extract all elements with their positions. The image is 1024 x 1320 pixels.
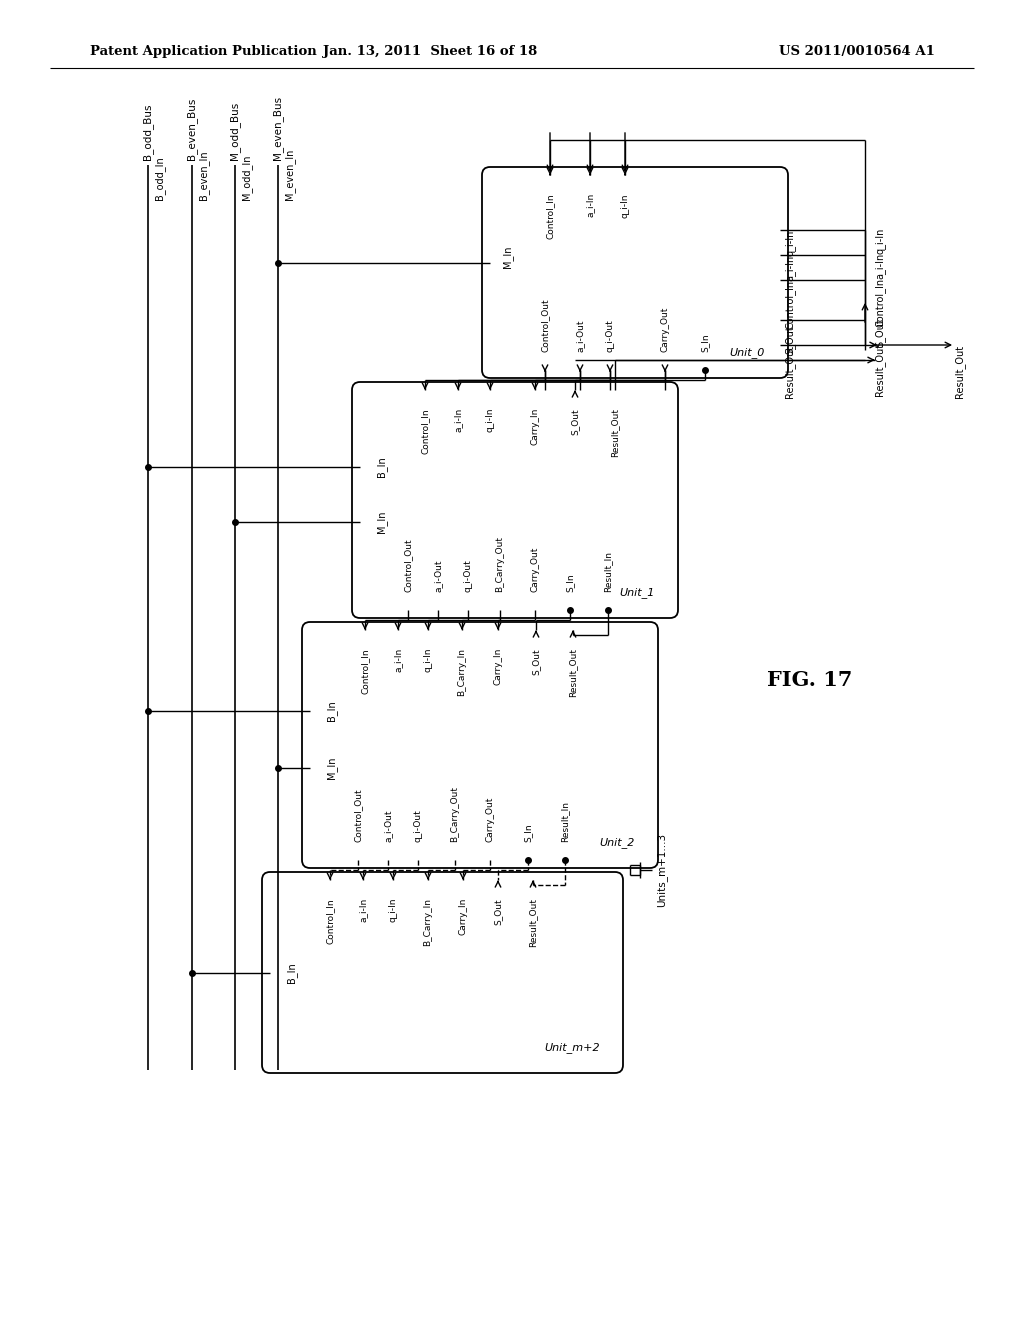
Text: a_i-In: a_i-In <box>358 898 368 923</box>
Text: q_i-Out: q_i-Out <box>605 319 614 352</box>
FancyBboxPatch shape <box>482 168 788 378</box>
Text: a_i-In: a_i-In <box>586 193 595 218</box>
Text: Unit_1: Unit_1 <box>620 587 655 598</box>
Text: M_odd_Bus: M_odd_Bus <box>229 102 241 160</box>
FancyBboxPatch shape <box>262 873 623 1073</box>
Text: M_In: M_In <box>327 756 338 779</box>
Text: B_Carry_In: B_Carry_In <box>424 898 432 946</box>
Text: q_i-In: q_i-In <box>874 228 886 255</box>
Text: Carry_In: Carry_In <box>459 898 468 936</box>
Text: B_Carry_Out: B_Carry_Out <box>496 536 505 591</box>
Text: Carry_In: Carry_In <box>530 408 540 445</box>
Text: S_Out: S_Out <box>874 318 886 347</box>
Text: q_i-In: q_i-In <box>424 648 432 672</box>
Text: FIG. 17: FIG. 17 <box>767 671 853 690</box>
Text: a_i-In: a_i-In <box>784 255 796 281</box>
Text: B_Carry_In: B_Carry_In <box>458 648 467 696</box>
Text: Control_Out: Control_Out <box>541 298 550 352</box>
Text: a_i-Out: a_i-Out <box>575 319 585 352</box>
Text: M_even_Bus: M_even_Bus <box>272 96 284 160</box>
Text: Result_Out: Result_Out <box>874 343 886 396</box>
Text: B_Carry_Out: B_Carry_Out <box>451 785 460 842</box>
Text: Jan. 13, 2011  Sheet 16 of 18: Jan. 13, 2011 Sheet 16 of 18 <box>323 45 538 58</box>
Text: a_i-Out: a_i-Out <box>384 809 392 842</box>
Text: a_i-Out: a_i-Out <box>433 560 442 591</box>
Text: q_i-In: q_i-In <box>621 193 630 218</box>
Text: B_odd_In: B_odd_In <box>155 156 166 201</box>
FancyBboxPatch shape <box>302 622 658 869</box>
Text: S_In: S_In <box>565 573 574 591</box>
Text: S_In: S_In <box>523 824 532 842</box>
Text: q_i-Out: q_i-Out <box>414 809 423 842</box>
Text: S_Out: S_Out <box>494 898 503 924</box>
Text: M_In: M_In <box>377 511 387 533</box>
Text: M_even_In: M_even_In <box>285 149 296 201</box>
Text: Control_In: Control_In <box>874 279 886 327</box>
Text: Control_In: Control_In <box>784 280 796 329</box>
Text: Units_m+1...3: Units_m+1...3 <box>656 833 668 907</box>
Text: Control_In: Control_In <box>360 648 370 693</box>
Text: M_odd_In: M_odd_In <box>242 154 253 201</box>
FancyBboxPatch shape <box>352 381 678 618</box>
Text: Result_In: Result_In <box>560 801 569 842</box>
Text: Control_In: Control_In <box>421 408 429 454</box>
Text: q_i-In: q_i-In <box>485 408 495 433</box>
Text: a_i-In: a_i-In <box>874 253 886 280</box>
Text: Unit_0: Unit_0 <box>730 347 765 358</box>
Text: Carry_Out: Carry_Out <box>530 546 540 591</box>
Text: Result_In: Result_In <box>603 550 612 591</box>
Text: Result_Out: Result_Out <box>568 648 578 697</box>
Text: Carry_Out: Carry_Out <box>660 306 670 352</box>
Text: q_i-Out: q_i-Out <box>464 560 472 591</box>
Text: Result_Out: Result_Out <box>784 345 796 399</box>
Text: Carry_Out: Carry_Out <box>485 797 495 842</box>
Text: US 2011/0010564 A1: US 2011/0010564 A1 <box>779 45 935 58</box>
Text: q_i-In: q_i-In <box>784 230 796 256</box>
Text: Control_Out: Control_Out <box>353 788 362 842</box>
Text: Unit_2: Unit_2 <box>600 837 635 847</box>
Text: a_i-In: a_i-In <box>393 648 402 672</box>
Text: B_even_In: B_even_In <box>199 150 210 201</box>
Text: a_i-In: a_i-In <box>454 408 463 432</box>
Text: Result_Out: Result_Out <box>954 345 966 399</box>
Text: S_Out: S_Out <box>570 408 580 434</box>
Text: Carry_In: Carry_In <box>494 648 503 685</box>
Text: Result_Out: Result_Out <box>610 408 620 457</box>
Text: Control_In: Control_In <box>546 193 555 239</box>
Text: B_In: B_In <box>377 457 387 478</box>
Text: q_i-In: q_i-In <box>388 898 397 923</box>
Text: S_In: S_In <box>700 334 710 352</box>
Text: Patent Application Publication: Patent Application Publication <box>90 45 316 58</box>
Text: M_In: M_In <box>503 246 513 268</box>
Text: Result_Out: Result_Out <box>528 898 538 946</box>
Text: Control_In: Control_In <box>326 898 335 944</box>
Text: Unit_m+2: Unit_m+2 <box>545 1041 600 1053</box>
Text: B_even_Bus: B_even_Bus <box>186 98 198 160</box>
Text: B_In: B_In <box>287 962 297 983</box>
Text: Control_Out: Control_Out <box>403 539 413 591</box>
Text: S_Out: S_Out <box>784 325 796 354</box>
Text: S_Out: S_Out <box>531 648 541 675</box>
Text: B_In: B_In <box>327 700 338 721</box>
Text: B_odd_Bus: B_odd_Bus <box>142 103 154 160</box>
